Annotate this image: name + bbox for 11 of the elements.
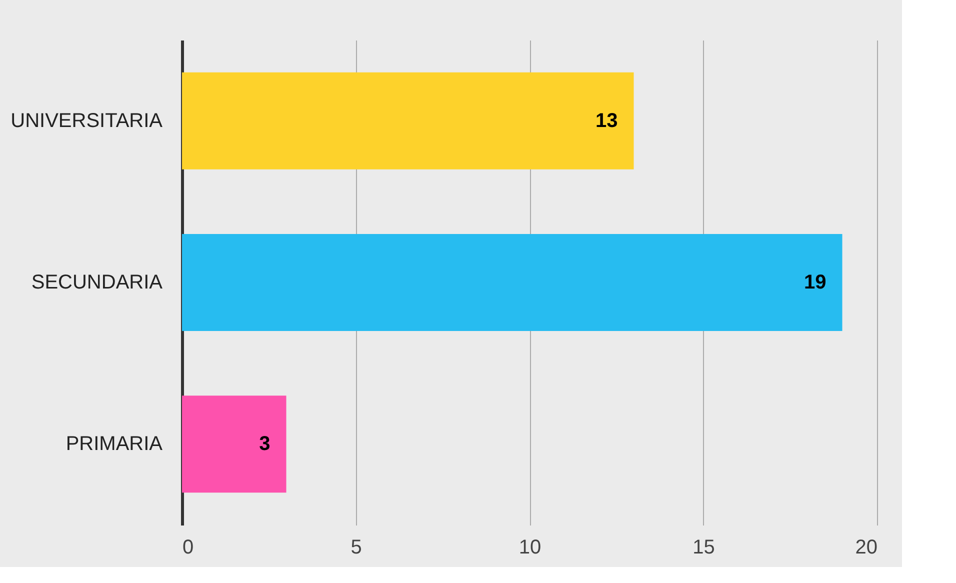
data-label: 3 <box>259 433 270 456</box>
data-label: 19 <box>804 272 826 294</box>
x-tick-label: 20 <box>855 536 878 558</box>
x-tick-label: 0 <box>182 536 194 558</box>
y-tick-label: SECUNDARIA <box>31 272 164 294</box>
x-tick-label: 10 <box>518 536 542 558</box>
x-tick-label: 5 <box>350 536 362 558</box>
y-tick-label: PRIMARIA <box>66 433 164 456</box>
data-label: 13 <box>596 110 618 132</box>
x-tick-label: 15 <box>692 536 715 558</box>
y-tick-label: UNIVERSITARIA <box>10 110 164 132</box>
